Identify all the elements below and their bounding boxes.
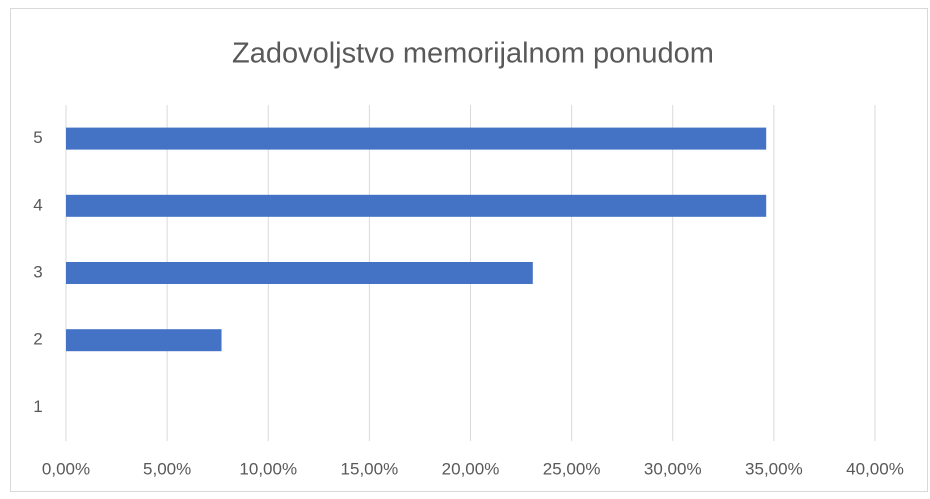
x-tick-label: 5,00% bbox=[143, 459, 191, 478]
x-tick-label: 20,00% bbox=[442, 459, 500, 478]
x-tick-label: 10,00% bbox=[239, 459, 297, 478]
bar bbox=[66, 194, 767, 217]
y-tick-label: 5 bbox=[33, 128, 42, 147]
chart-title: Zadovoljstvo memorijalnom ponudom bbox=[232, 38, 714, 70]
x-tick-label: 0,00% bbox=[42, 459, 90, 478]
y-tick-label: 1 bbox=[33, 397, 42, 416]
x-tick-label: 35,00% bbox=[745, 459, 803, 478]
x-tick-label: 40,00% bbox=[846, 459, 904, 478]
x-tick-label: 25,00% bbox=[543, 459, 601, 478]
y-tick-label: 3 bbox=[33, 262, 42, 281]
bar bbox=[66, 127, 767, 150]
y-tick-label: 2 bbox=[33, 330, 42, 349]
x-tick-label: 30,00% bbox=[644, 459, 702, 478]
chart-border bbox=[10, 8, 928, 492]
y-tick-label: 4 bbox=[33, 195, 42, 214]
bar bbox=[66, 329, 222, 352]
bar bbox=[66, 262, 533, 284]
x-tick-label: 15,00% bbox=[341, 459, 399, 478]
